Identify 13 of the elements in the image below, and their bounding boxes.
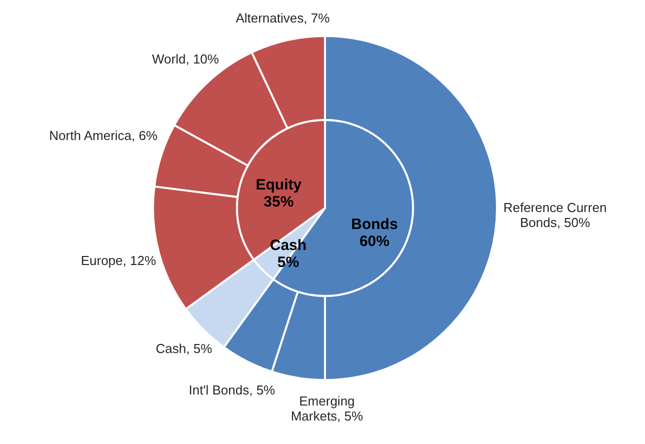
slice-label: Alternatives, 7%	[236, 10, 330, 26]
slice-label: World, 10%	[152, 51, 220, 66]
slice-label: Reference Curren Bonds, 50%	[503, 200, 607, 230]
slice-label: Cash, 5%	[156, 341, 213, 356]
data-label: 35%	[264, 193, 294, 210]
slice-label: Int'l Bonds, 5%	[188, 382, 276, 398]
slice-label: Europe, 12%	[80, 253, 156, 268]
slice-label: Cash	[270, 236, 307, 254]
slice-label: Bonds	[351, 216, 398, 234]
data-label: 60%	[359, 233, 390, 250]
slice-label: North America, 6%	[49, 128, 158, 143]
slice-label: Emerging Markets, 5%	[290, 393, 364, 424]
slice-label: Equity	[256, 176, 302, 194]
